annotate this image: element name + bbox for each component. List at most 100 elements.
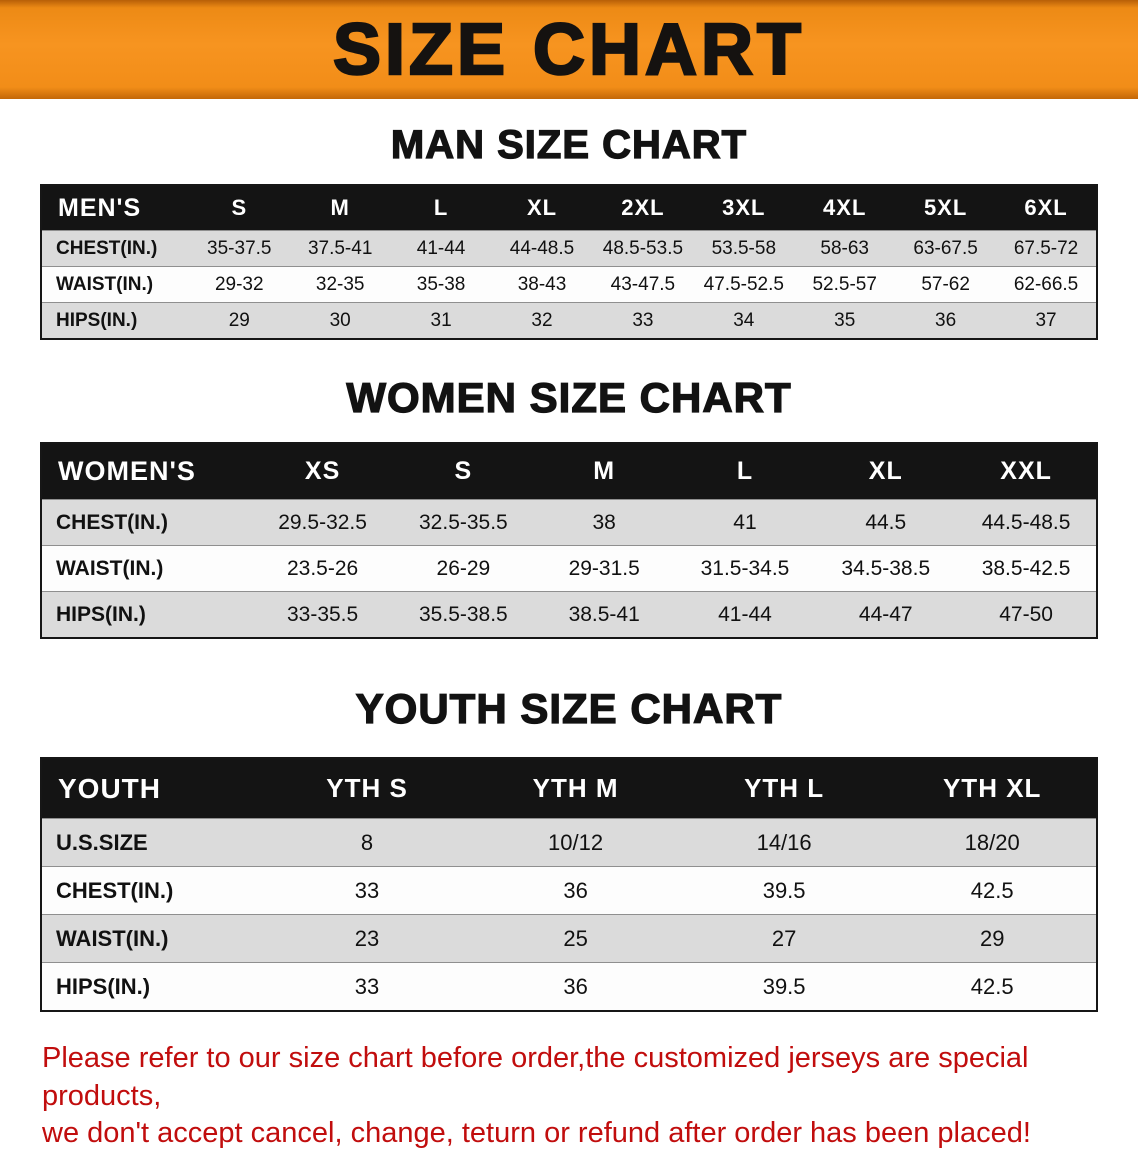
column-header: L — [390, 185, 492, 231]
column-header: YTH M — [471, 758, 680, 819]
table-row: WAIST(IN.) 23 25 27 29 — [41, 914, 1097, 963]
size-cell: 35-38 — [416, 273, 466, 295]
column-header: 2XL — [592, 185, 694, 231]
size-cell: 32.5-35.5 — [419, 510, 508, 534]
size-cell: 33-35.5 — [286, 602, 359, 626]
size-cell: 30 — [329, 309, 351, 331]
size-cell: 42.5 — [970, 973, 1014, 999]
size-cell: 41-44 — [416, 237, 466, 259]
table-row: CHEST(IN.) 35-37.5 37.5-41 41-44 44-48.5 48.5… — [41, 230, 1097, 267]
youth-size-table-container: YOUTH YTH S YTH M YTH L YTH XL U.S.SIZE 8 10/12… — [40, 757, 1098, 1012]
size-cell: 18/20 — [964, 829, 1020, 855]
size-cell: 32-35 — [315, 273, 365, 295]
header-row: MEN'S S M L XL 2XL 3XL 4XL 5XL 6XL — [41, 185, 1097, 231]
note-line-2: we don't accept cancel, change, teturn o… — [42, 1117, 1031, 1150]
table-row: HIPS(IN.) 33 36 39.5 42.5 — [41, 962, 1097, 1011]
size-cell: 39.5 — [762, 973, 806, 999]
size-cell: 29-31.5 — [568, 556, 640, 580]
column-header: 3XL — [693, 185, 795, 231]
size-cell: 26-29 — [436, 556, 491, 580]
column-header: L — [674, 443, 816, 500]
size-cell: 34 — [733, 309, 755, 331]
column-header: 5XL — [895, 185, 997, 231]
men-size-table-container: MEN'S S M L XL 2XL 3XL 4XL 5XL 6XL CHEST(IN.) 35-37… — [40, 184, 1098, 340]
table-row: CHEST(IN.) 33 36 39.5 42.5 — [41, 866, 1097, 915]
column-header: 6XL — [996, 185, 1097, 231]
size-cell: 57-62 — [921, 273, 970, 295]
table-row: WAIST(IN.) 29-32 32-35 35-38 38-43 43-47.5 47.… — [41, 266, 1097, 303]
size-cell: 10/12 — [548, 829, 604, 855]
size-cell: 31.5-34.5 — [700, 556, 790, 580]
row-label: WAIST(IN.) — [56, 273, 154, 295]
size-cell: 35.5-38.5 — [419, 602, 508, 626]
row-label: CHEST(IN.) — [56, 877, 174, 903]
size-cell: 47-50 — [999, 602, 1053, 626]
size-cell: 38 — [592, 510, 616, 534]
row-label: CHEST(IN.) — [56, 510, 168, 534]
size-cell: 39.5 — [762, 877, 806, 903]
size-cell: 48.5-53.5 — [602, 237, 684, 259]
row-label: WAIST(IN.) — [56, 556, 164, 580]
size-cell: 38-43 — [517, 273, 567, 295]
size-cell: 36 — [935, 309, 957, 331]
column-header: M — [533, 443, 675, 500]
column-header: XL — [815, 443, 957, 500]
size-cell: 42.5 — [970, 877, 1014, 903]
size-cell: 36 — [563, 877, 588, 903]
size-cell: 38.5-42.5 — [981, 556, 1071, 580]
size-cell: 29.5-32.5 — [278, 510, 367, 534]
size-cell: 67.5-72 — [1013, 237, 1079, 259]
size-cell: 35-37.5 — [207, 237, 272, 259]
size-cell: 14/16 — [756, 829, 812, 855]
women-size-table-container: WOMEN'S XS S M L XL XXL CHEST(IN.) 29.5-32.5 32.5… — [40, 442, 1098, 639]
size-cell: 41 — [733, 510, 757, 534]
women-section-heading: WOMEN SIZE CHART — [346, 373, 792, 421]
banner-title: SIZE CHART — [332, 9, 805, 90]
women-size-table: WOMEN'S XS S M L XL XXL CHEST(IN.) 29.5-32.5 32.5… — [40, 442, 1098, 639]
row-label: HIPS(IN.) — [56, 309, 138, 331]
column-header: YTH L — [679, 758, 889, 819]
size-cell: 41-44 — [718, 602, 772, 626]
size-cell: 23.5-26 — [286, 556, 359, 580]
size-cell: 35 — [834, 309, 856, 331]
size-cell: 29 — [979, 925, 1005, 951]
youth-section-heading: YOUTH SIZE CHART — [355, 684, 783, 732]
size-cell: 33 — [354, 973, 380, 999]
column-header: 4XL — [794, 185, 896, 231]
size-cell: 25 — [563, 925, 588, 951]
column-header: S — [392, 443, 534, 500]
table-row: WAIST(IN.) 23.5-26 26-29 29-31.5 31.5-34.5 34… — [41, 545, 1097, 592]
column-header: YTH S — [262, 758, 472, 819]
youth-table-label: YOUTH — [41, 758, 263, 819]
size-cell: 38.5-41 — [568, 602, 640, 626]
disclaimer-note: Please refer to our size chart before or… — [42, 1040, 1098, 1153]
row-label: CHEST(IN.) — [56, 237, 158, 259]
size-cell: 27 — [771, 925, 797, 951]
size-cell: 47.5-52.5 — [703, 273, 784, 295]
men-table-label: MEN'S — [41, 185, 189, 231]
size-cell: 34.5-38.5 — [841, 556, 931, 580]
size-cell: 8 — [360, 829, 374, 855]
table-row: CHEST(IN.) 29.5-32.5 32.5-35.5 38 41 44.5 44.5… — [41, 499, 1097, 546]
size-cell: 37.5-41 — [307, 237, 373, 259]
size-cell: 33 — [632, 309, 654, 331]
size-cell: 52.5-57 — [812, 273, 877, 295]
note-line-1: Please refer to our size chart before or… — [42, 1042, 1029, 1112]
column-header: XL — [491, 185, 593, 231]
size-cell: 53.5-58 — [711, 237, 777, 259]
youth-size-table: YOUTH YTH S YTH M YTH L YTH XL U.S.SIZE 8 10/12… — [40, 757, 1098, 1012]
column-header: M — [289, 185, 391, 231]
table-row: HIPS(IN.) 29 30 31 32 33 34 35 36 37 — [41, 302, 1097, 339]
size-cell: 29-32 — [214, 273, 264, 295]
size-cell: 44.5 — [865, 510, 907, 534]
size-cell: 23 — [354, 925, 380, 951]
column-header: XXL — [956, 443, 1097, 500]
row-label: HIPS(IN.) — [56, 973, 151, 999]
header-row: YOUTH YTH S YTH M YTH L YTH XL — [41, 758, 1097, 819]
column-header: S — [188, 185, 290, 231]
table-row: HIPS(IN.) 33-35.5 35.5-38.5 38.5-41 41-44 44-… — [41, 591, 1097, 638]
row-label: U.S.SIZE — [56, 829, 148, 855]
column-header: XS — [252, 443, 393, 500]
size-cell: 63-67.5 — [913, 237, 978, 259]
size-cell: 31 — [430, 309, 452, 331]
